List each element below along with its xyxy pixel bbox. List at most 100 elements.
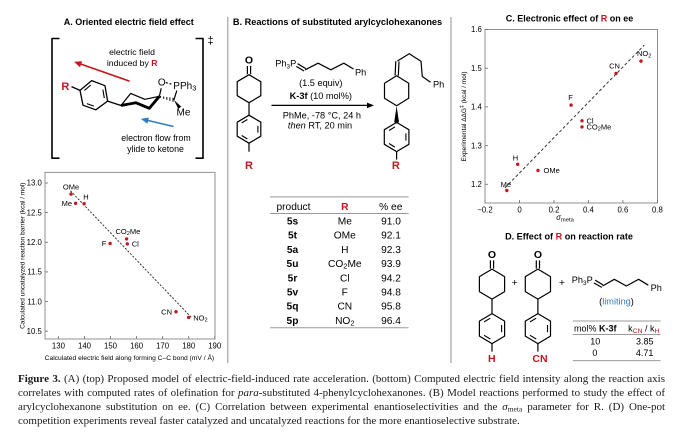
svg-text:R: R <box>392 160 400 172</box>
svg-text:92.1: 92.1 <box>381 231 401 242</box>
svg-text:NO2: NO2 <box>335 316 354 328</box>
svg-text:4.71: 4.71 <box>636 348 654 358</box>
svg-text:(1.5 equiv): (1.5 equiv) <box>299 78 342 88</box>
svg-text:H: H <box>83 193 88 202</box>
svg-text:12.5: 12.5 <box>27 208 43 217</box>
svg-text:96.4: 96.4 <box>381 316 401 327</box>
svg-text:Me: Me <box>338 216 352 227</box>
svg-text:Ph: Ph <box>651 283 662 293</box>
svg-text:NO2: NO2 <box>637 49 651 59</box>
svg-text:5a: 5a <box>287 245 299 256</box>
svg-text:Me: Me <box>177 107 191 118</box>
svg-text:Ph: Ph <box>433 79 444 89</box>
svg-text:11.5: 11.5 <box>27 268 42 277</box>
svg-text:Me: Me <box>501 180 511 189</box>
svg-text:electron flow from: electron flow from <box>121 133 190 143</box>
svg-text:product: product <box>277 202 311 213</box>
svg-text:CO2Me: CO2Me <box>328 259 362 271</box>
svg-text:Ph: Ph <box>355 68 366 78</box>
svg-text:mol% K-3f: mol% K-3f <box>574 323 618 333</box>
svg-text:H: H <box>341 245 348 256</box>
svg-text:B. Reactions of substituted ar: B. Reactions of substituted arylcyclohex… <box>233 17 442 27</box>
svg-text:(limiting): (limiting) <box>599 297 634 307</box>
svg-text:13.0: 13.0 <box>27 179 43 188</box>
svg-text:0: 0 <box>517 206 522 215</box>
svg-text:180: 180 <box>182 342 196 351</box>
svg-text:0.2: 0.2 <box>549 206 560 215</box>
svg-text:1.4: 1.4 <box>471 103 483 112</box>
svg-text:electric field: electric field <box>109 47 155 57</box>
svg-text:1.2: 1.2 <box>471 180 482 189</box>
svg-text:induced by R: induced by R <box>107 58 158 68</box>
svg-text:‡: ‡ <box>207 35 213 47</box>
svg-text:5u: 5u <box>287 259 299 270</box>
svg-text:Ph3P: Ph3P <box>572 275 593 287</box>
svg-text:O: O <box>245 54 253 66</box>
svg-text:F: F <box>102 239 107 248</box>
svg-text:CN: CN <box>532 353 547 365</box>
svg-text:Calculated electric field alon: Calculated electric field along forming … <box>45 353 215 362</box>
svg-text:CO2Me: CO2Me <box>587 123 612 133</box>
svg-text:PPh3: PPh3 <box>173 81 196 93</box>
svg-text:PhMe, -78 °C, 24 h: PhMe, -78 °C, 24 h <box>283 110 361 120</box>
svg-text:92.3: 92.3 <box>381 245 401 256</box>
svg-text:0.4: 0.4 <box>583 206 595 215</box>
svg-text:C. Electronic effect of R on e: C. Electronic effect of R on ee <box>506 13 634 23</box>
svg-text:5q: 5q <box>287 302 299 313</box>
svg-text:+: + <box>512 277 518 289</box>
svg-text:130: 130 <box>52 342 66 351</box>
svg-text:R: R <box>245 160 253 172</box>
svg-text:O: O <box>488 249 496 261</box>
svg-text:Cl: Cl <box>587 116 594 125</box>
svg-text:Calculated uncatalyzed reactio: Calculated uncatalyzed reaction barrier … <box>20 183 27 329</box>
svg-text:1.3: 1.3 <box>471 141 482 150</box>
svg-text:−0.2: −0.2 <box>477 206 492 215</box>
svg-text:12.0: 12.0 <box>27 238 43 247</box>
svg-text:F: F <box>342 288 348 299</box>
svg-text:140: 140 <box>78 342 92 351</box>
svg-text:NO2: NO2 <box>193 313 207 323</box>
svg-text:3.85: 3.85 <box>636 336 654 346</box>
svg-text:95.8: 95.8 <box>381 302 401 313</box>
svg-text:then RT, 20 min: then RT, 20 min <box>288 121 352 131</box>
svg-text:H: H <box>513 154 518 163</box>
svg-text:CN: CN <box>337 302 352 313</box>
svg-text:0.8: 0.8 <box>652 206 663 215</box>
svg-text:O: O <box>158 78 166 89</box>
svg-text:11.0: 11.0 <box>27 297 42 306</box>
svg-text:K-3f (10 mol%): K-3f (10 mol%) <box>290 91 352 101</box>
svg-text:% ee: % ee <box>379 202 403 213</box>
svg-text:10: 10 <box>590 336 600 346</box>
svg-text:D. Effect of R on reaction rat: D. Effect of R on reaction rate <box>505 232 633 242</box>
svg-text:CO2Me: CO2Me <box>116 227 141 237</box>
svg-text:R: R <box>61 81 69 93</box>
svg-text:kCN / kH: kCN / kH <box>628 323 659 335</box>
svg-text:A. Oriented electric field eff: A. Oriented electric field effect <box>64 17 194 27</box>
svg-text:94.8: 94.8 <box>381 288 401 299</box>
svg-text:0: 0 <box>592 348 597 358</box>
svg-text:OMe: OMe <box>544 166 560 175</box>
svg-text:CN: CN <box>161 307 172 316</box>
svg-text:Experimental ΔΔG‡ (kcal / mol): Experimental ΔΔG‡ (kcal / mol) <box>460 71 469 161</box>
svg-text:Ph3P: Ph3P <box>275 59 296 71</box>
svg-text:σmeta: σmeta <box>556 213 574 223</box>
svg-text:190: 190 <box>208 342 222 351</box>
svg-text:CN: CN <box>609 62 620 71</box>
svg-text:10.5: 10.5 <box>27 327 43 336</box>
svg-text:5s: 5s <box>287 216 299 227</box>
svg-text:94.2: 94.2 <box>381 273 401 284</box>
svg-text:5t: 5t <box>288 231 298 242</box>
svg-text:5r: 5r <box>288 273 298 284</box>
svg-text:F: F <box>568 93 573 102</box>
svg-text:93.9: 93.9 <box>381 259 401 270</box>
svg-text:OMe: OMe <box>63 182 79 191</box>
svg-text:Cl: Cl <box>132 240 139 249</box>
svg-text:5v: 5v <box>287 288 299 299</box>
svg-text:+: + <box>559 277 565 289</box>
svg-text:170: 170 <box>156 342 170 351</box>
svg-text:H: H <box>488 353 496 365</box>
svg-text:150: 150 <box>104 342 118 351</box>
svg-text:R: R <box>341 202 349 213</box>
svg-text:ylide to ketone: ylide to ketone <box>127 144 184 154</box>
svg-text:0.6: 0.6 <box>617 206 628 215</box>
